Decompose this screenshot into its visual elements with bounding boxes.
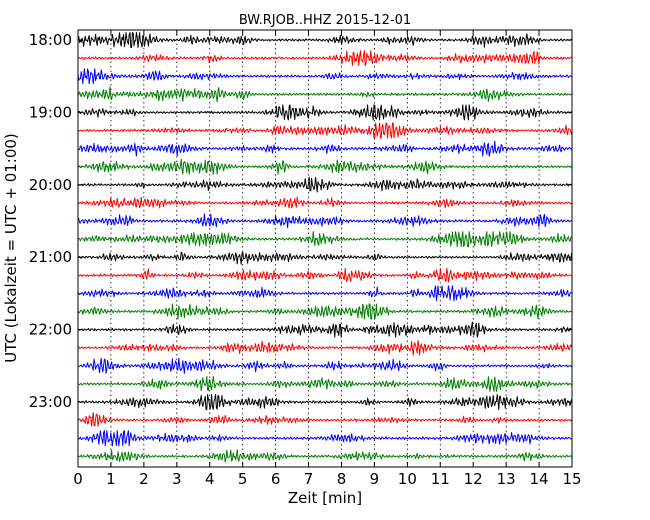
x-tick-label: 13	[497, 470, 516, 488]
x-tick-label: 11	[431, 470, 450, 488]
y-tick-label: 23:00	[29, 393, 72, 411]
seismogram-trace	[77, 158, 573, 175]
x-tick-label: 8	[337, 470, 347, 488]
seismogram-trace	[77, 32, 572, 48]
x-tick-label: 6	[271, 470, 281, 488]
y-tick-label: 18:00	[29, 31, 72, 49]
seismogram-trace	[77, 339, 573, 356]
seismogram-trace	[77, 213, 572, 229]
traces	[77, 32, 573, 463]
seismogram-trace	[77, 321, 572, 338]
seismogram-trace	[77, 68, 572, 85]
x-tick-label: 15	[562, 470, 581, 488]
seismogram-trace	[77, 122, 573, 139]
seismogram-trace	[77, 375, 572, 392]
y-tick-label: 20:00	[29, 176, 72, 194]
grid-lines	[110, 30, 540, 467]
seismogram-trace	[77, 412, 573, 427]
x-tick-label: 5	[238, 470, 248, 488]
seismogram-trace	[77, 104, 572, 121]
seismogram-trace	[77, 231, 573, 248]
x-tick-label: 14	[530, 470, 549, 488]
x-tick-label: 10	[398, 470, 417, 488]
seismogram-trace	[77, 285, 572, 302]
seismogram-trace	[77, 449, 573, 463]
plot-frame	[77, 29, 573, 468]
seismogram-trace	[77, 251, 573, 265]
seismogram-trace	[77, 86, 573, 103]
chart-title: BW.RJOB..HHZ 2015-12-01	[239, 13, 411, 28]
y-axis-label: UTC (Lokalzeit = UTC + 01:00)	[2, 133, 20, 363]
x-tick-label: 3	[172, 470, 182, 488]
x-tick-label: 0	[73, 470, 83, 488]
y-axis-ticks: 18:00 19:00 20:00 21:00 22:00 23:00	[29, 31, 572, 411]
seismogram-trace	[77, 267, 572, 283]
y-tick-label: 19:00	[29, 103, 72, 121]
y-tick-label: 22:00	[29, 321, 72, 339]
x-axis-label: Zeit [min]	[288, 489, 362, 507]
seismogram-trace	[77, 140, 573, 157]
x-tick-label: 9	[370, 470, 380, 488]
x-axis-ticks: 0 1 2 3 4 5 6 7 8 9 10 11 12 13 14 15	[73, 30, 582, 488]
x-tick-label: 7	[304, 470, 314, 488]
y-tick-label: 21:00	[29, 248, 72, 266]
x-tick-label: 12	[464, 470, 483, 488]
seismogram-trace	[77, 176, 572, 193]
x-tick-label: 1	[106, 470, 116, 488]
x-tick-label: 4	[205, 470, 215, 488]
seismogram-trace	[77, 394, 573, 410]
seismogram-trace	[77, 357, 573, 374]
seismogram-trace	[77, 196, 572, 209]
x-tick-label: 2	[139, 470, 149, 488]
seismogram-trace	[77, 303, 572, 320]
seismogram-trace	[77, 50, 572, 67]
seismogram-trace	[77, 430, 572, 447]
